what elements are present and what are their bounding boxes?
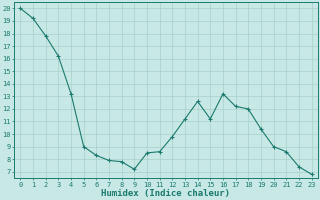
- X-axis label: Humidex (Indice chaleur): Humidex (Indice chaleur): [101, 189, 230, 198]
